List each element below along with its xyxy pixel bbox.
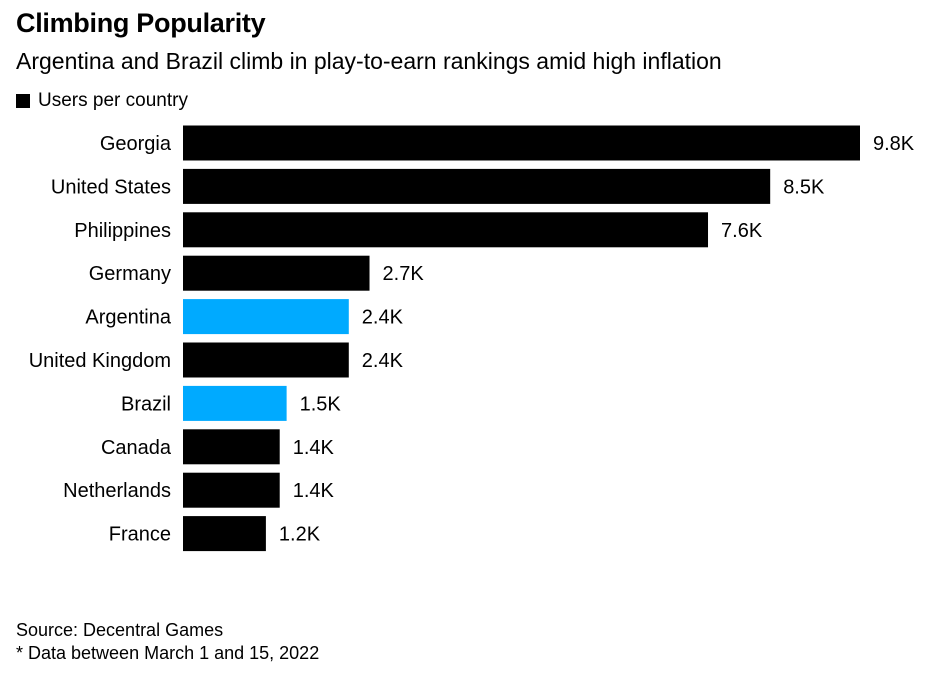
source-note: Source: Decentral Games [16,620,224,640]
value-label-canada: 1.4K [293,437,335,459]
bar-netherlands [183,472,280,508]
value-label-france: 1.2K [279,524,321,546]
category-label-united-states: United States [51,176,171,198]
category-label-united-kingdom: United Kingdom [29,350,171,372]
legend-label: Users per country [38,90,188,111]
value-label-netherlands: 1.4K [293,480,335,502]
bar-georgia [183,125,860,161]
category-label-brazil: Brazil [121,393,171,415]
category-label-netherlands: Netherlands [63,480,171,502]
value-label-germany: 2.7K [383,263,425,285]
bar-philippines [183,212,709,248]
bar-united-states [183,168,771,204]
chart-subtitle: Argentina and Brazil climb in play-to-ea… [16,48,722,74]
bar-chart: Georgia 9.8K United States 8.5K Philippines 7… [29,125,915,552]
value-label-argentina: 2.4K [362,307,404,329]
footnote: * Data between March 1 and 15, 2022 [16,643,320,663]
bar-brazil [183,385,287,421]
chart-title: Climbing Popularity [16,8,266,38]
bar-france [183,516,266,552]
category-label-germany: Germany [89,263,171,285]
bar-germany [183,255,370,291]
category-label-canada: Canada [101,437,172,459]
category-label-philippines: Philippines [74,220,171,242]
category-label-france: France [109,524,171,546]
value-label-philippines: 7.6K [721,220,763,242]
value-label-brazil: 1.5K [300,393,342,415]
value-label-united-kingdom: 2.4K [362,350,404,372]
category-label-georgia: Georgia [100,133,172,155]
value-label-united-states: 8.5K [783,176,825,198]
category-label-argentina: Argentina [85,307,171,329]
bar-canada [183,429,280,465]
bar-argentina [183,299,349,335]
value-label-georgia: 9.8K [873,133,915,155]
bar-united-kingdom [183,342,349,378]
legend-swatch [16,94,30,108]
legend: Users per country [16,90,188,112]
